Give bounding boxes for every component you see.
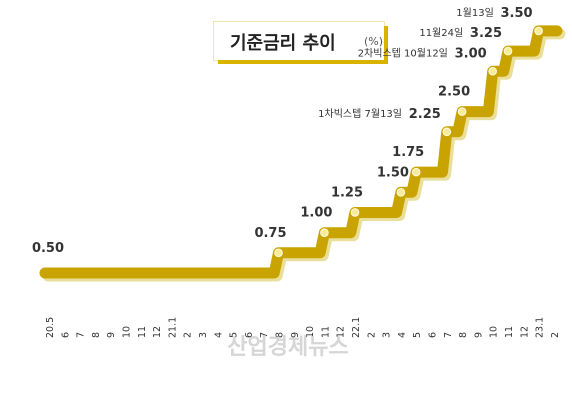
annotation-label: 1차빅스텝 7월13일: [318, 108, 402, 120]
x-tick-label: 4: [213, 332, 224, 338]
data-label: 3.50: [501, 6, 533, 21]
x-tick-label: 5: [229, 332, 240, 338]
x-tick-label: 22.1: [351, 317, 362, 338]
chart-unit: (%): [364, 35, 384, 48]
x-tick-label: 9: [473, 332, 484, 338]
x-tick-label: 12: [152, 326, 163, 338]
data-label: 0.50: [32, 241, 64, 256]
x-tick-label: 11: [137, 326, 148, 338]
x-tick-label: 3: [198, 332, 209, 338]
x-tick-label: 2: [550, 332, 561, 338]
data-point: [534, 26, 543, 36]
data-label: 1.50: [377, 165, 409, 180]
data-point: [488, 66, 498, 76]
annotation-label: 2차빅스텝 10월12일: [358, 47, 448, 59]
data-label: 2.25: [409, 107, 441, 122]
x-tick-label: 11: [320, 326, 331, 338]
x-tick-label: 20.5: [45, 317, 56, 338]
series-line: [39, 25, 563, 279]
data-label: 1.75: [392, 145, 424, 160]
x-tick-label: 2: [366, 332, 377, 338]
x-tick-label: 3: [382, 332, 393, 338]
data-label: 3.25: [470, 26, 502, 41]
x-tick-label: 10: [489, 326, 500, 338]
x-tick-label: 10: [305, 326, 316, 338]
annotation-label: 11월24일: [419, 27, 463, 39]
data-point: [396, 188, 406, 197]
x-tick-label: 4: [397, 332, 408, 338]
chart-title-box: 기준금리 추이 (%): [214, 22, 384, 60]
x-tick-label: 7: [259, 332, 270, 338]
data-point: [503, 46, 513, 56]
x-tick-label: 9: [106, 332, 117, 338]
data-point: [350, 208, 360, 217]
x-tick-label: 12: [336, 326, 347, 338]
x-tick-label: 2: [183, 332, 194, 338]
x-tick-label: 6: [60, 332, 71, 338]
x-tick-label: 6: [428, 332, 439, 338]
x-tick-label: 21.1: [167, 317, 178, 338]
data-point: [457, 107, 467, 116]
x-tick-label: 7: [443, 332, 454, 338]
x-tick-label: 12: [519, 326, 530, 338]
x-tick-label: 11: [504, 326, 515, 338]
x-tick-label: 8: [91, 332, 102, 338]
data-point: [411, 167, 421, 177]
data-label: 0.75: [254, 226, 286, 241]
data-label: 1.25: [331, 185, 363, 200]
data-point: [442, 127, 452, 137]
x-tick-label: 9: [290, 332, 301, 338]
x-tick-label: 8: [275, 332, 286, 338]
x-tick-label: 6: [244, 332, 255, 338]
watermark: 산업경제뉴스: [227, 335, 348, 360]
data-label: 1.00: [300, 206, 332, 221]
x-tick-label: 10: [122, 326, 133, 338]
series-line-shadow: [42, 28, 566, 282]
data-point: [320, 228, 329, 237]
data-label: 2.50: [438, 85, 470, 100]
x-tick-label: 7: [76, 332, 87, 338]
annotation-label: 1월13일: [456, 7, 494, 19]
x-tick-label: 5: [412, 332, 423, 338]
data-label: 3.00: [455, 46, 487, 61]
chart-title: 기준금리 추이: [230, 33, 336, 54]
x-tick-label: 8: [458, 332, 469, 338]
x-tick-label: 23.1: [535, 317, 546, 338]
data-point: [274, 248, 283, 258]
